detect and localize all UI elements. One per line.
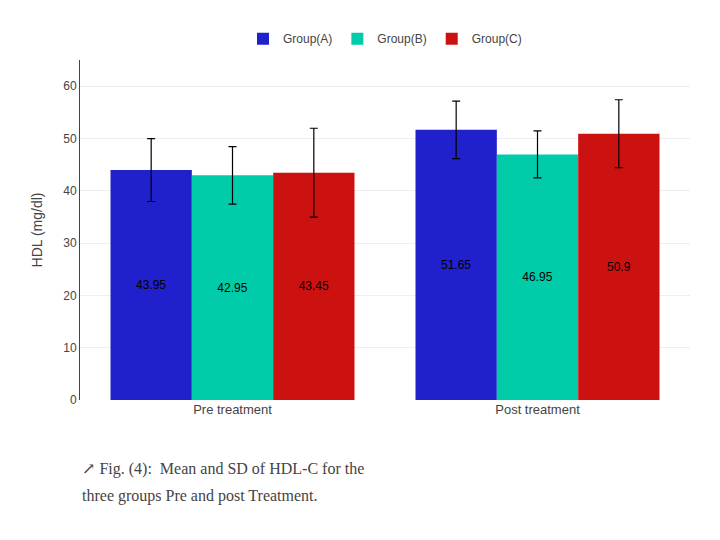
svg-text:three groups Pre and post Trea: three groups Pre and post Treatment. <box>82 487 318 505</box>
svg-text:Group(B): Group(B) <box>377 32 426 46</box>
svg-text:30: 30 <box>63 236 77 250</box>
svg-text:20: 20 <box>63 289 77 303</box>
svg-text:HDL (mg/dl): HDL (mg/dl) <box>29 193 45 268</box>
svg-text:Group(A): Group(A) <box>283 32 332 46</box>
svg-text:10: 10 <box>63 341 77 355</box>
svg-text:Group(C): Group(C) <box>472 32 522 46</box>
svg-text:40: 40 <box>63 184 77 198</box>
svg-text:50.9: 50.9 <box>607 260 631 274</box>
svg-text:↗ Fig. (4): Mean and SD of HD: ↗ Fig. (4): Mean and SD of HDL-C for the <box>82 460 364 478</box>
svg-text:46.95: 46.95 <box>522 270 552 284</box>
svg-text:43.45: 43.45 <box>299 279 329 293</box>
svg-text:Post treatment: Post treatment <box>495 402 580 417</box>
svg-text:51.65: 51.65 <box>441 258 471 272</box>
svg-text:50: 50 <box>63 132 77 146</box>
svg-text:Pre treatment: Pre treatment <box>193 402 272 417</box>
svg-text:43.95: 43.95 <box>136 278 166 292</box>
svg-text:42.95: 42.95 <box>217 281 247 295</box>
svg-text:60: 60 <box>63 79 77 93</box>
svg-text:0: 0 <box>70 393 77 407</box>
